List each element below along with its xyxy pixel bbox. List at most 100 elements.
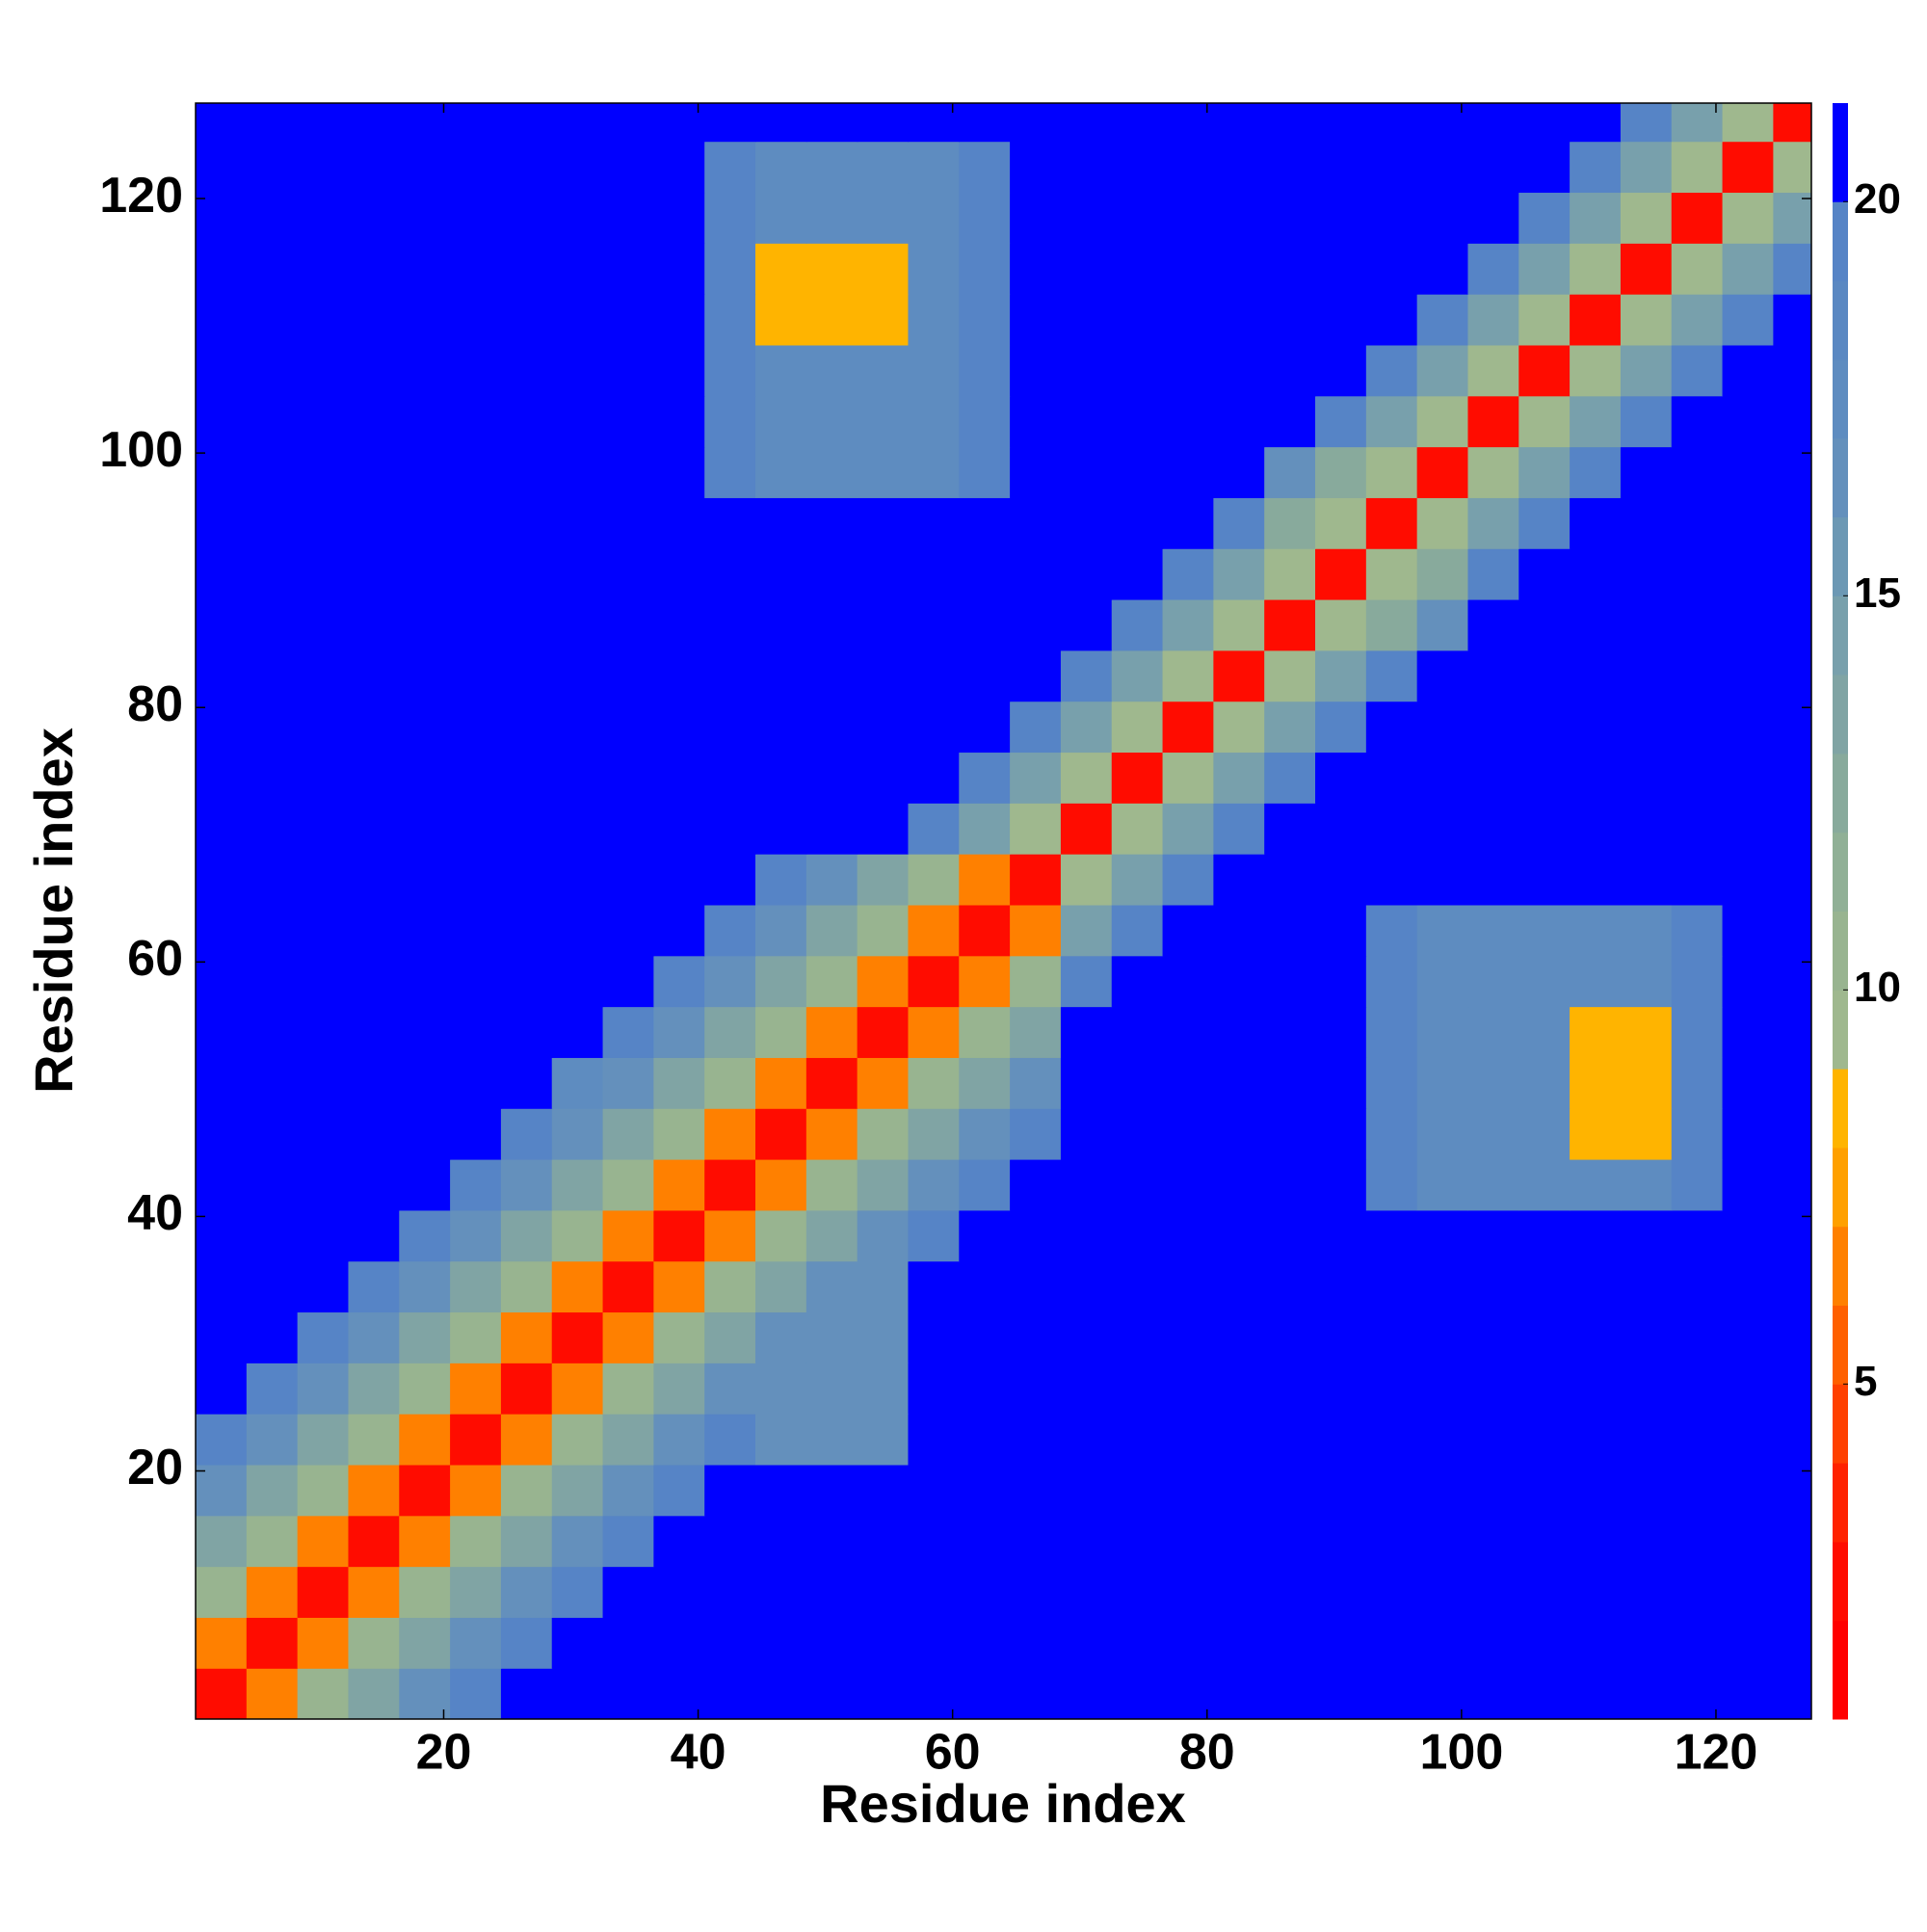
heatmap-cell [1416,497,1469,549]
heatmap-cell [1722,497,1774,549]
heatmap-cell [1315,548,1367,600]
heatmap-cell [959,103,1011,143]
heatmap-cell [1416,854,1469,906]
heatmap-cell [857,955,910,1008]
heatmap-cell [755,294,807,346]
heatmap-cell [857,854,910,906]
heatmap-cell [857,752,910,804]
heatmap-cell [959,1209,1011,1262]
heatmap-cell [1722,1006,1774,1058]
heatmap-cell [1213,701,1265,754]
heatmap-cell [297,955,350,1008]
heatmap-cell [602,141,654,194]
heatmap-cell [653,548,705,600]
heatmap-cell [297,1006,350,1058]
heatmap-cell [500,1108,553,1160]
heatmap-cell [348,1260,400,1313]
heatmap-cell [246,243,299,295]
heatmap-cell [908,904,960,957]
heatmap-cell [1060,1057,1113,1109]
heatmap-cell [1162,1414,1214,1466]
heatmap-cell [450,548,502,600]
heatmap-cell [704,294,756,346]
heatmap-cell [1315,1057,1367,1109]
heatmap-cell [348,1363,400,1415]
heatmap-cell [1162,1515,1214,1568]
heatmap-cell [1416,1006,1469,1058]
heatmap-cell [399,701,451,754]
heatmap-cell [1722,955,1774,1008]
heatmap-cell [1671,955,1724,1008]
heatmap-cell [1111,752,1164,804]
heatmap-cell [1010,1668,1062,1719]
heatmap-cell [755,1311,807,1363]
heatmap-cell [196,497,248,549]
heatmap-cell [1416,1617,1469,1669]
heatmap-cell [1416,1311,1469,1363]
heatmap-cell [602,1566,654,1618]
heatmap-cell [1773,1158,1811,1211]
heatmap-cell [653,1566,705,1618]
heatmap-cell [1213,854,1265,906]
heatmap-cell [1365,141,1418,194]
heatmap-cell [857,598,910,651]
heatmap-cell [1010,752,1062,804]
heatmap-cell [1620,192,1673,244]
heatmap-cell [1773,344,1811,397]
heatmap-cell [1264,803,1316,855]
heatmap-cell [551,598,604,651]
heatmap-cell [1671,649,1724,702]
heatmap-cell [399,344,451,397]
heatmap-cell [348,649,400,702]
heatmap-cell [1467,103,1519,143]
heatmap-cell [602,1414,654,1466]
heatmap-cell [500,1363,553,1415]
colorbar-segment [1833,1463,1848,1543]
heatmap-cell [1111,1414,1164,1466]
heatmap-cell [1416,904,1469,957]
heatmap-cell [450,701,502,754]
heatmap-cell [1315,243,1367,295]
heatmap-cell [1315,1363,1367,1415]
heatmap-cell [908,1464,960,1517]
heatmap-cell [755,1363,807,1415]
heatmap-cell [196,955,248,1008]
heatmap-cell [399,1260,451,1313]
heatmap-cell [500,955,553,1008]
heatmap-cell [959,1260,1011,1313]
heatmap-cell [399,1108,451,1160]
heatmap-cell [399,548,451,600]
heatmap-cell [1111,446,1164,498]
colorbar-segment [1833,1226,1848,1307]
heatmap-cell [399,904,451,957]
heatmap-cell [908,1566,960,1618]
colorbar-tick-label: 15 [1854,569,1901,617]
heatmap-cell [1620,1260,1673,1313]
heatmap-cell [246,1363,299,1415]
heatmap-cell [551,1617,604,1669]
heatmap-cell [1060,904,1113,957]
heatmap-cell [908,1311,960,1363]
heatmap-cell [1111,1566,1164,1618]
heatmap-cell [1570,141,1622,194]
heatmap-cell [653,344,705,397]
heatmap-cell [959,1566,1011,1618]
heatmap-cells [196,103,1811,1719]
heatmap-cell [1213,1260,1265,1313]
heatmap-cell [1010,854,1062,906]
heatmap-cell [1620,344,1673,397]
heatmap-cell [297,1209,350,1262]
heatmap-cell [246,701,299,754]
heatmap-cell [1467,1057,1519,1109]
heatmap-cell [857,141,910,194]
heatmap-cell [959,1363,1011,1415]
heatmap-cell [551,548,604,600]
heatmap-cell [857,344,910,397]
heatmap-cell [1060,649,1113,702]
heatmap-cell [297,1108,350,1160]
heatmap-cell [1722,1158,1774,1211]
heatmap-cell [1620,1209,1673,1262]
heatmap-cell [246,344,299,397]
heatmap-cell [602,103,654,143]
heatmap-cell [450,1108,502,1160]
